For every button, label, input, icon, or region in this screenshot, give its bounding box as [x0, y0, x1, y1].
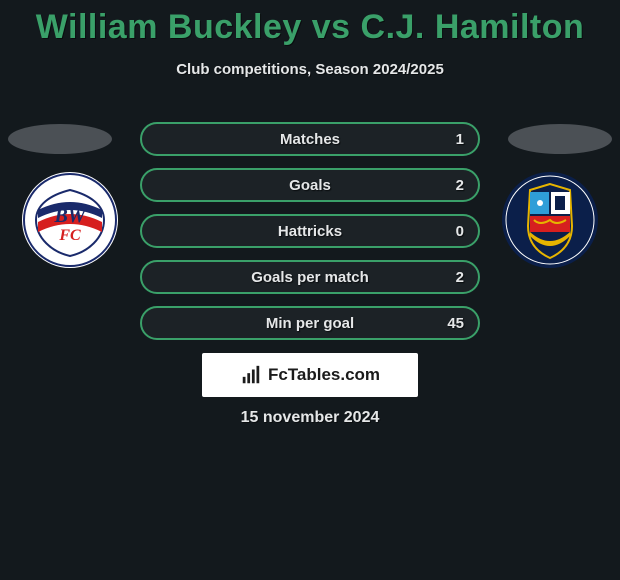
stat-row: Hattricks 0	[140, 214, 480, 248]
stat-label: Hattricks	[142, 223, 478, 240]
stats-container: Matches 1 Goals 2 Hattricks 0 Goals per …	[140, 122, 480, 352]
subtitle: Club competitions, Season 2024/2025	[0, 61, 620, 78]
stat-label: Min per goal	[142, 315, 478, 332]
stat-value-right: 1	[456, 131, 464, 148]
page-title: William Buckley vs C.J. Hamilton	[0, 0, 620, 47]
stat-label: Goals	[142, 177, 478, 194]
date-text: 15 november 2024	[0, 409, 620, 427]
stat-value-right: 45	[447, 315, 464, 332]
branding-text: FcTables.com	[268, 365, 380, 385]
stat-row: Min per goal 45	[140, 306, 480, 340]
club-crest-left: BW FC	[20, 170, 120, 270]
shadow-ellipse-left	[8, 124, 112, 154]
svg-text:BW: BW	[53, 205, 86, 227]
club-crest-right	[500, 170, 600, 270]
svg-text:FC: FC	[58, 227, 81, 244]
stat-row: Goals 2	[140, 168, 480, 202]
stat-value-right: 0	[456, 223, 464, 240]
stat-row: Goals per match 2	[140, 260, 480, 294]
stat-label: Matches	[142, 131, 478, 148]
stat-value-right: 2	[456, 177, 464, 194]
chart-icon	[240, 364, 262, 386]
stat-row: Matches 1	[140, 122, 480, 156]
stat-label: Goals per match	[142, 269, 478, 286]
stat-value-right: 2	[456, 269, 464, 286]
shadow-ellipse-right	[508, 124, 612, 154]
branding-box: FcTables.com	[202, 353, 418, 397]
